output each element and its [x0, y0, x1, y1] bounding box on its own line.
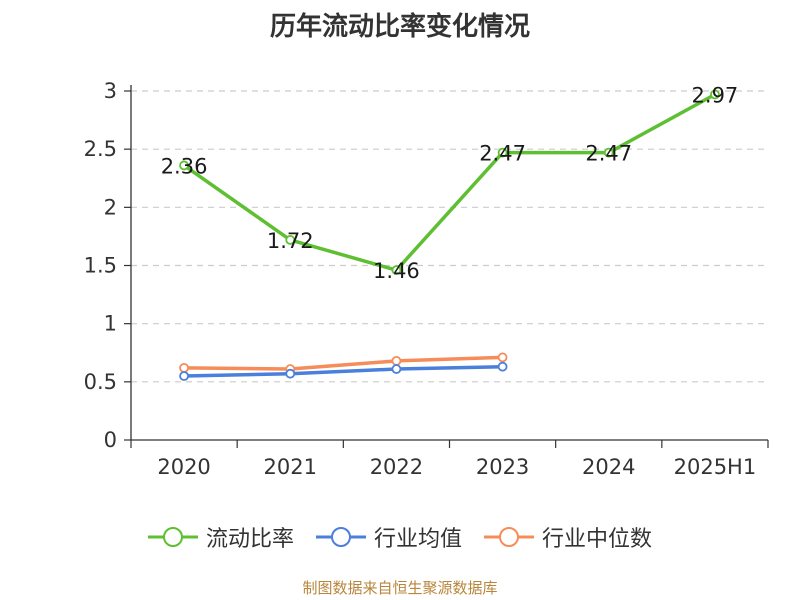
- legend-item[interactable]: 流动比率: [147, 521, 294, 553]
- legend-item[interactable]: 行业中位数: [484, 521, 652, 553]
- data-point: [179, 160, 189, 171]
- data-point: [710, 89, 720, 100]
- chart-title: 历年流动比率变化情况: [269, 12, 530, 42]
- x-tick-label: 2024: [582, 455, 635, 479]
- y-tick-label: 2.5: [84, 137, 117, 161]
- series-line: [184, 355, 503, 371]
- axes: 0 0.5 1 1.5 2 2.5 3 2020 2021 2022 2023 2024 2025H1: [84, 79, 769, 479]
- legend-label: 行业中位数: [542, 527, 653, 552]
- legend-swatch-icon: [147, 527, 198, 547]
- series-line: [183, 92, 716, 272]
- x-tick-label: 2022: [370, 455, 423, 479]
- y-tick-label: 0: [104, 428, 117, 452]
- legend-marker: [499, 527, 519, 547]
- data-point: [179, 362, 189, 373]
- x-tick-label: 2021: [264, 455, 317, 479]
- data-point: [391, 364, 402, 374]
- data-point: [497, 147, 508, 158]
- legend-label: 流动比率: [205, 527, 294, 552]
- legend-label: 行业均值: [373, 527, 462, 552]
- data-label: 2.47: [585, 142, 632, 166]
- data-point: [391, 355, 402, 366]
- legend: 流动比率 行业均值 行业中位数: [0, 519, 800, 555]
- source-note: 制图数据来自恒生聚源数据库: [302, 579, 498, 597]
- data-point: [497, 361, 508, 372]
- data-label: 2.47: [479, 142, 526, 166]
- series-lines: [179, 89, 720, 381]
- y-tick-label: 1: [104, 312, 117, 336]
- grid-lines: [131, 90, 768, 383]
- data-label: 2.97: [692, 83, 739, 107]
- data-label: 2.36: [161, 154, 208, 178]
- x-tick-label: 2025H1: [674, 455, 757, 479]
- data-point: [603, 147, 614, 158]
- x-tick-label: 2023: [476, 455, 529, 479]
- data-point: [179, 371, 189, 381]
- y-tick-label: 0.5: [84, 370, 117, 394]
- data-point: [285, 235, 296, 245]
- series-line: [184, 364, 503, 378]
- data-label: 1.72: [267, 229, 314, 253]
- data-point: [285, 368, 296, 379]
- x-tick-label: 2020: [157, 455, 210, 479]
- legend-marker: [330, 527, 351, 547]
- data-labels: 2.36 1.72 1.46 2.47 2.47 2.97: [161, 83, 739, 283]
- data-point: [391, 265, 402, 276]
- y-tick-label: 1.5: [84, 254, 117, 278]
- y-tick-label: 3: [104, 79, 117, 103]
- y-tick-label: 2: [104, 195, 117, 219]
- legend-swatch-icon: [315, 527, 366, 547]
- legend-item[interactable]: 行业均值: [315, 521, 462, 553]
- data-label: 1.46: [373, 259, 420, 283]
- legend-swatch-icon: [484, 527, 534, 547]
- data-point: [497, 352, 508, 363]
- legend-marker: [162, 527, 183, 547]
